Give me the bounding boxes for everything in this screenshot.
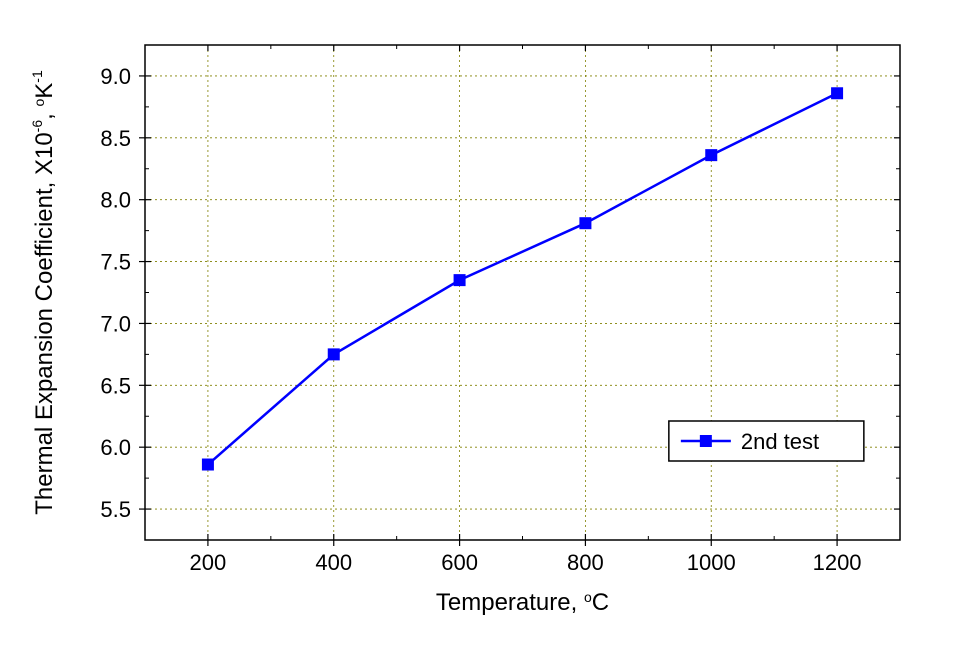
y-tick-label: 9.0 <box>100 64 131 89</box>
y-tick-label: 8.5 <box>100 126 131 151</box>
x-tick-label: 1200 <box>813 550 862 575</box>
x-tick-label: 400 <box>315 550 352 575</box>
x-axis-label: Temperature, oC <box>436 589 609 616</box>
y-axis-label: Thermal Expansion Coefficient, X10-6, oK… <box>29 70 58 515</box>
data-marker <box>580 218 591 229</box>
y-tick-label: 7.0 <box>100 311 131 336</box>
chart-container: 200 400 600 800 1000 1200 5.5 6.0 6.5 7.0 7.5 8.0 8.… <box>10 10 945 640</box>
y-tick-label: 5.5 <box>100 497 131 522</box>
legend-label: 2nd test <box>741 429 819 454</box>
y-tick-label: 6.0 <box>100 435 131 460</box>
y-tick-label: 7.5 <box>100 250 131 275</box>
x-tick-label: 200 <box>190 550 227 575</box>
thermal-expansion-chart: 200 400 600 800 1000 1200 5.5 6.0 6.5 7.0 7.5 8.0 8.… <box>10 10 945 640</box>
data-marker <box>202 459 213 470</box>
x-tick-label: 600 <box>441 550 478 575</box>
y-tick-label: 8.0 <box>100 188 131 213</box>
x-tick-label: 1000 <box>687 550 736 575</box>
x-tick-label: 800 <box>567 550 604 575</box>
legend: 2nd test <box>669 421 864 461</box>
data-marker <box>328 349 339 360</box>
data-marker <box>454 275 465 286</box>
y-tick-label: 6.5 <box>100 373 131 398</box>
data-marker <box>706 150 717 161</box>
data-marker <box>832 88 843 99</box>
